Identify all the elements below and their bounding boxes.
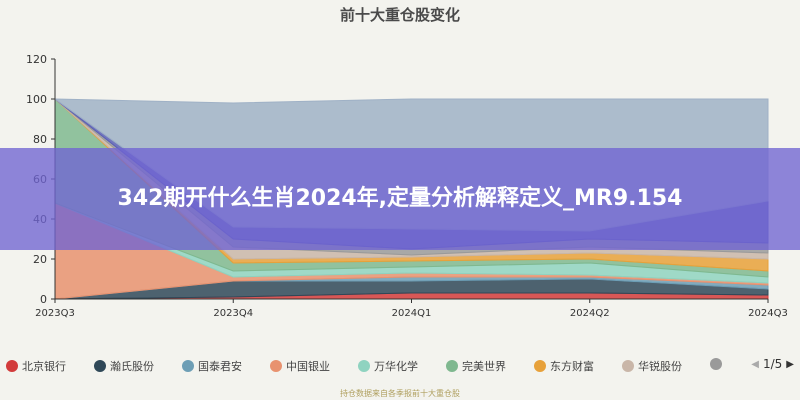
- x-tick-label: 2024Q2: [570, 308, 610, 319]
- legend-item[interactable]: 华锐股份: [622, 358, 682, 374]
- legend-swatch: [6, 360, 18, 372]
- legend-item[interactable]: 瀚氏股份: [94, 358, 154, 374]
- legend-item[interactable]: 北京银行: [6, 358, 66, 374]
- legend-item[interactable]: 万华化学: [358, 358, 418, 374]
- y-tick-label: 80: [33, 133, 47, 146]
- y-tick-label: 20: [33, 253, 47, 266]
- triangle-left-icon[interactable]: ◀: [751, 358, 759, 370]
- x-tick-label: 2024Q1: [392, 308, 432, 319]
- x-tick-label: 2023Q3: [35, 308, 75, 319]
- legend-label: 华锐股份: [638, 360, 682, 373]
- legend-swatch: [622, 360, 634, 372]
- headline-banner: 342期开什么生肖2024年,定量分析解释定义_MR9.154: [0, 148, 800, 250]
- y-tick-label: 120: [26, 53, 47, 66]
- legend-label: 北京银行: [22, 360, 66, 373]
- legend-label: 万华化学: [374, 360, 418, 373]
- legend-swatch: [446, 360, 458, 372]
- footer-note: 持仓数据来自各季报前十大重仓股: [340, 389, 460, 398]
- chart-title: 前十大重仓股变化: [339, 6, 460, 24]
- legend-page-indicator: 1/5: [762, 357, 783, 371]
- legend: 北京银行 瀚氏股份 国泰君安 中国银业 万华化学 完美世界 东方财富 华锐股份: [6, 358, 794, 378]
- legend-swatch: [358, 360, 370, 372]
- y-tick-label: 100: [26, 93, 47, 106]
- legend-pager: ◀ 1/5 ▶: [751, 357, 794, 371]
- legend-item[interactable]: 东方财富: [534, 358, 594, 374]
- legend-label: 完美世界: [462, 360, 506, 373]
- legend-swatch: [94, 360, 106, 372]
- legend-item[interactable]: 完美世界: [446, 358, 506, 374]
- x-tick-label: 2024Q3: [748, 308, 788, 319]
- legend-label: 中国银业: [286, 360, 330, 373]
- legend-item[interactable]: 国泰君安: [182, 358, 242, 374]
- legend-label: 东方财富: [550, 360, 594, 373]
- x-tick-label: 2023Q4: [213, 308, 253, 319]
- legend-label: 瀚氏股份: [110, 360, 154, 373]
- legend-swatch: [534, 360, 546, 372]
- y-tick-label: 0: [40, 293, 47, 306]
- legend-item[interactable]: [710, 358, 726, 370]
- legend-swatch: [710, 358, 722, 370]
- legend-label: 国泰君安: [198, 360, 242, 373]
- headline-text: 342期开什么生肖2024年,定量分析解释定义_MR9.154: [117, 186, 683, 211]
- triangle-right-icon[interactable]: ▶: [786, 358, 794, 370]
- legend-swatch: [182, 360, 194, 372]
- legend-swatch: [270, 360, 282, 372]
- legend-item[interactable]: 中国银业: [270, 358, 330, 374]
